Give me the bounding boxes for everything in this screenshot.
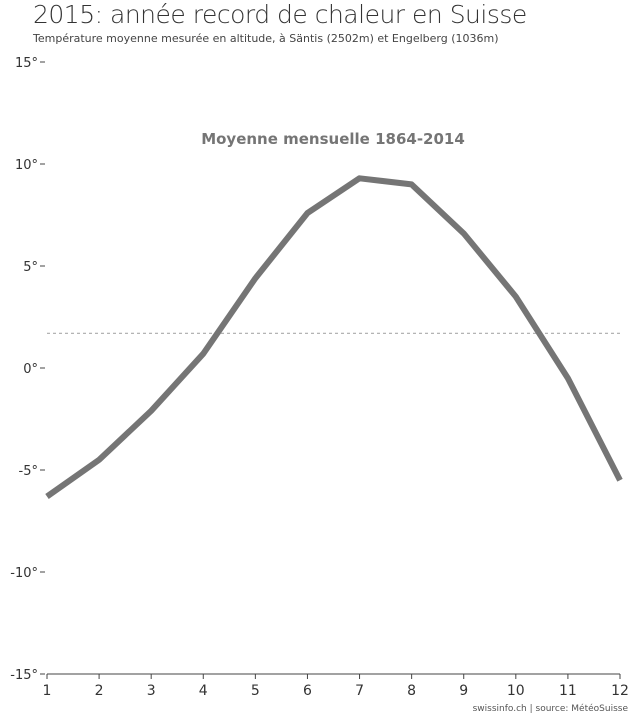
- axes: 15°10°5°0°-5°-10°-15°1 2 3 4 5 6 7 8 9 10 11 12: [10, 56, 629, 699]
- series-label: Moyenne mensuelle 1864-2014: [201, 130, 465, 148]
- y-tick-label: 0°: [23, 362, 38, 377]
- series-line: [45, 175, 623, 499]
- chart-subtitle: Température moyenne mesurée en altitude,…: [33, 32, 499, 45]
- y-tick-label: 5°: [23, 260, 38, 275]
- source-note: swissinfo.ch | source: MétéoSuisse: [472, 704, 628, 714]
- x-tick-label: 10: [507, 683, 525, 699]
- x-tick-label: 4: [199, 683, 208, 699]
- x-tick-label: 3: [147, 683, 156, 699]
- x-tick-label: 11: [559, 683, 577, 699]
- x-tick-label: 2: [95, 683, 104, 699]
- x-tick-label: 7: [355, 683, 364, 699]
- y-tick-label: -5°: [19, 464, 38, 479]
- x-tick-label: 9: [459, 683, 468, 699]
- y-tick-label: -10°: [10, 566, 38, 581]
- x-tick-label: 5: [251, 683, 260, 699]
- y-tick-label: 10°: [15, 158, 38, 173]
- chart-title: 2015: année record de chaleur en Suisse: [33, 0, 527, 29]
- x-tick-label: 6: [303, 683, 312, 699]
- x-tick-label: 1: [43, 683, 52, 699]
- x-tick-label: 8: [407, 683, 416, 699]
- y-tick-label: -15°: [10, 668, 38, 683]
- y-tick-label: 15°: [15, 56, 38, 71]
- x-tick-label: 12: [611, 683, 629, 699]
